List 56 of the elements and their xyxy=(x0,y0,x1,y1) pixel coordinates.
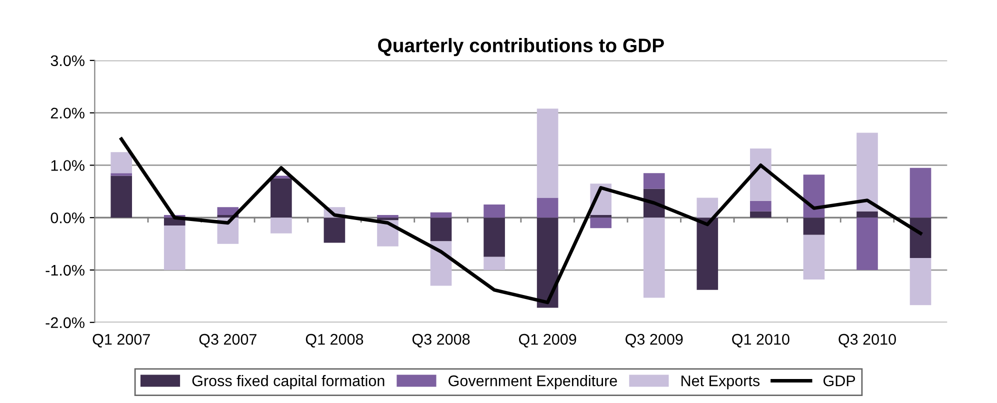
bar xyxy=(536,108,558,198)
y-tick-label: -1.0% xyxy=(46,264,84,276)
bar xyxy=(590,218,612,228)
bar xyxy=(430,218,452,242)
bar xyxy=(484,256,505,270)
x-tick-label: Q1 2007 xyxy=(92,334,150,348)
bar xyxy=(750,200,772,212)
bar xyxy=(910,168,932,218)
legend-label: Net Exports xyxy=(682,376,760,390)
bar xyxy=(856,218,878,270)
bar xyxy=(484,204,505,218)
bar xyxy=(217,207,239,215)
bar xyxy=(696,198,718,218)
x-tick-label: Q1 2008 xyxy=(306,334,364,348)
bar xyxy=(536,218,558,308)
bar xyxy=(377,218,398,220)
bar xyxy=(110,152,132,174)
bar xyxy=(377,215,398,218)
bar xyxy=(750,211,772,218)
y-tick-label: -2.0% xyxy=(46,317,84,328)
bar xyxy=(803,234,825,280)
x-tick-label: Q3 2009 xyxy=(626,334,683,348)
bar xyxy=(803,218,825,235)
x-tick-label: Q3 2008 xyxy=(412,334,470,348)
bar xyxy=(750,148,772,201)
legend-label: Gross fixed capital formation xyxy=(192,375,384,390)
x-tick-label: Q1 2010 xyxy=(732,334,790,348)
y-tick-label: 2.0% xyxy=(50,108,84,119)
bar xyxy=(696,218,718,290)
y-tick-label: 3.0% xyxy=(50,55,84,66)
y-tick-label: 1.0% xyxy=(51,160,84,171)
bar xyxy=(536,198,558,218)
bar xyxy=(643,173,665,189)
bar xyxy=(590,215,612,218)
bar xyxy=(324,218,346,243)
bar xyxy=(643,218,665,298)
legend-label: Government Expenditure xyxy=(448,375,617,390)
line-series xyxy=(120,137,922,304)
bar xyxy=(430,212,452,218)
bar xyxy=(856,211,878,218)
bar xyxy=(110,176,132,218)
bar xyxy=(484,218,505,257)
x-tick-label: Q3 2010 xyxy=(838,334,896,348)
bar xyxy=(110,173,132,176)
x-tick-label: Q1 2009 xyxy=(518,334,576,348)
bar xyxy=(164,225,186,270)
bar xyxy=(856,132,878,212)
bar xyxy=(270,178,292,218)
legend-label: GDP xyxy=(823,375,856,386)
chart-title: Quarterly contributions to GDP xyxy=(378,38,664,56)
y-tick-label: 0.0% xyxy=(50,212,84,224)
bar xyxy=(270,218,292,234)
x-tick-label: Q3 2007 xyxy=(199,334,256,348)
bar xyxy=(910,258,932,306)
bar xyxy=(910,218,932,258)
bar xyxy=(803,174,825,218)
